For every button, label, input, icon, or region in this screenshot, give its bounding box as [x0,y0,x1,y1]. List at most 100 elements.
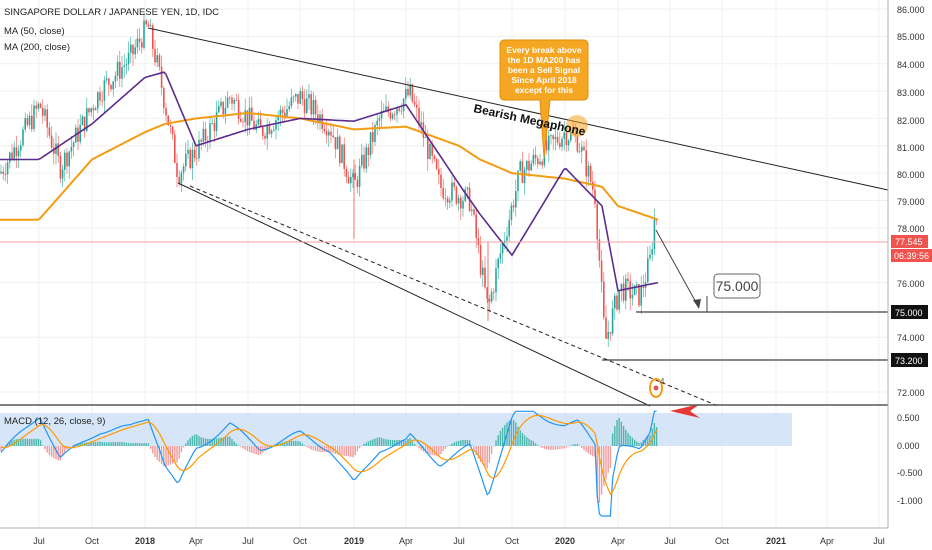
candle-body [431,143,433,156]
candle-body [508,219,510,237]
macd-histogram-bar [295,440,297,446]
macd-histogram-bar [508,420,510,446]
level-73-text: 73.200 [895,356,923,366]
macd-histogram-bar [31,438,33,446]
candle-body [2,171,4,174]
price-pane[interactable] [0,0,888,404]
candle-body [185,153,187,167]
candle-body [193,149,196,159]
candle-body [35,105,37,109]
target-callout[interactable]: 75.000 [713,273,761,299]
time-axis[interactable] [0,529,888,550]
macd-histogram-bar [550,446,552,450]
macd-histogram-bar [556,446,559,450]
candle-body [295,93,297,97]
candle-body [20,145,22,151]
candle-body [581,146,583,152]
candle-body [288,106,290,110]
macd-histogram-bar [477,446,480,459]
candle-body [292,96,295,98]
macd-histogram-bar [4,445,7,446]
macd-histogram-bar [125,442,128,446]
ma50-legend[interactable]: MA (50, close) [4,26,65,37]
macd-histogram-bar [497,435,499,446]
macd-histogram-bar [28,438,31,446]
candle-body [158,55,161,67]
symbol-title[interactable]: SINGAPORE DOLLAR / JAPANESE YEN, 1D, IDC [4,7,219,18]
candle-body [545,140,548,151]
macd-histogram-bar [215,438,218,446]
candle-body [303,99,306,114]
candle-body [99,92,101,101]
candle-body [365,147,367,169]
macd-histogram-bar [605,446,607,479]
candle-body [17,150,20,157]
macd-histogram-bar [541,446,543,448]
macd-histogram-bar [37,438,40,446]
candle-body [165,107,167,116]
candle-body [281,109,284,113]
macd-histogram-bar [655,427,658,446]
apex-marker: 4 [649,377,665,398]
macd-histogram-bar [442,446,444,452]
time-tick: Jul [33,536,45,546]
current-price-text: 77.545 [895,237,923,247]
candle-body [385,106,387,111]
macd-histogram-bar [94,442,97,446]
time-tick: Jul [453,536,465,546]
time-tick: Apr [611,536,625,546]
macd-histogram [0,418,658,503]
sell-signal-callout[interactable]: Every break above the 1D MA200 has been … [499,39,589,159]
macd-histogram-bar [163,446,165,467]
macd-histogram-bar [240,446,242,447]
macd-histogram-bar [42,445,44,446]
candle-body [620,283,623,291]
macd-histogram-bar [176,446,178,463]
candle-body [13,147,15,160]
macd-histogram-bar [413,444,416,446]
candle-body [446,198,449,203]
macd-legend[interactable]: MACD (12, 26, close, 9) [4,416,105,427]
time-tick: Apr [189,536,203,546]
time-tick: Oct [85,536,100,546]
macd-histogram-bar [123,442,125,446]
macd-histogram-bar [321,446,323,453]
candle-body [457,197,460,204]
macd-histogram-bar [532,441,535,446]
macd-histogram-bar [526,437,528,446]
macd-histogram-bar [202,437,205,446]
macd-histogram-bar [165,446,167,467]
macd-histogram-bar [24,438,26,446]
candle-body [64,152,66,170]
macd-histogram-bar [226,436,229,446]
candle-body [367,147,370,156]
candle-body [363,154,365,169]
candle-body [90,108,92,113]
macd-histogram-bar [48,446,51,455]
candle-body [594,189,596,204]
candle-body [559,142,561,147]
macd-histogram-bar [229,436,231,446]
candle-body [499,253,502,259]
macd-histogram-bar [92,442,95,446]
candle-body [259,119,262,128]
macd-histogram-bar [614,426,616,446]
candle-body [482,267,484,275]
macd-histogram-bar [429,446,431,455]
candle-body [405,88,407,99]
macd-histogram-bar [570,445,572,446]
price-axis[interactable] [889,0,932,550]
macd-histogram-bar [530,440,532,446]
candle-body [486,287,488,299]
price-tick: 81.000 [897,143,925,153]
macd-histogram-bar [427,446,429,454]
macd-histogram-bar [72,444,75,446]
ma200-legend[interactable]: MA (200, close) [4,42,70,53]
candle-body [449,200,451,203]
macd-histogram-bar [299,441,301,446]
candle-body [72,142,75,147]
macd-histogram-bar [264,446,266,452]
candle-body [515,191,517,208]
candle-body [141,42,143,48]
